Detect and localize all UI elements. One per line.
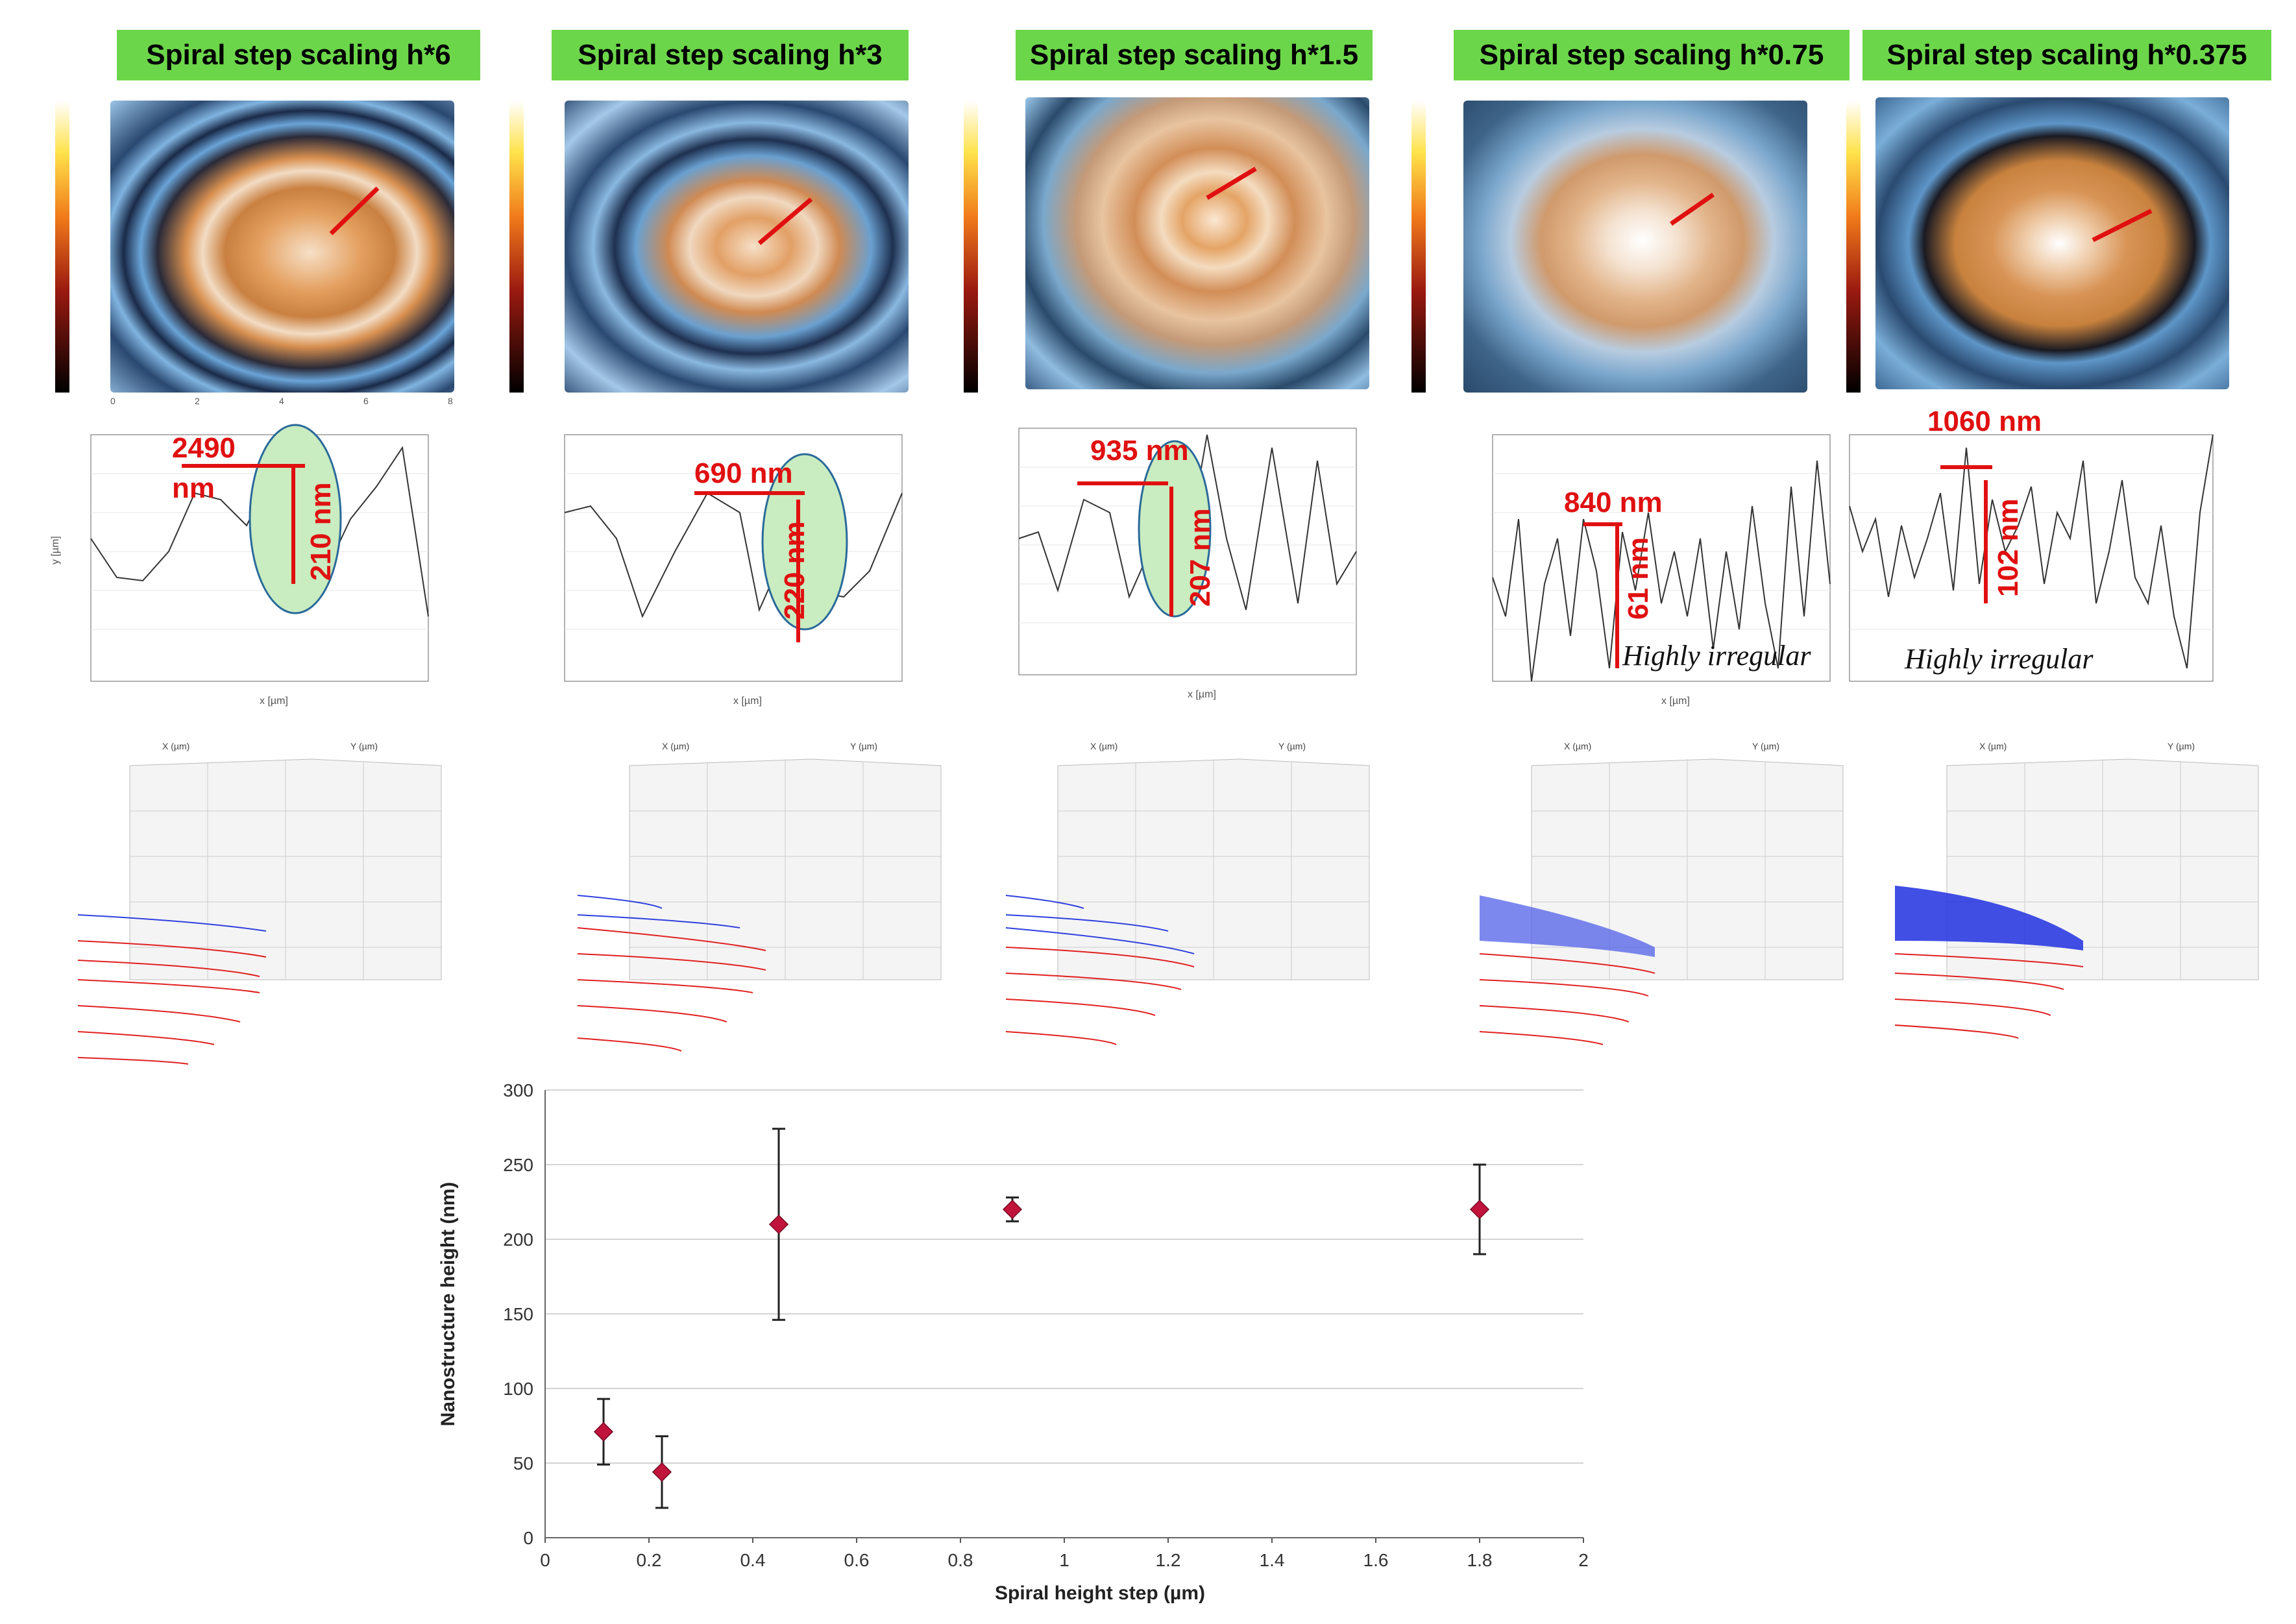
irregular-note: Highly irregular <box>1905 643 2094 675</box>
y-tick-label: 200 <box>503 1230 533 1250</box>
cube-render-3: X (µm) Y (µm) <box>1005 741 1370 1045</box>
profile-marker-line <box>2092 208 2153 243</box>
y-axis-label: Nanostructure height (nm) <box>437 1182 459 1427</box>
data-point <box>1002 1199 1023 1220</box>
color-scale-bar <box>1846 101 1861 393</box>
cube-render-2: X (µm) Y (µm) <box>577 741 942 1052</box>
cube-x-label: X (µm) <box>162 741 189 751</box>
irregular-note: Highly irregular <box>1622 640 1811 672</box>
x-tick-label: 0.8 <box>948 1550 973 1570</box>
color-scale-bar <box>55 101 69 393</box>
afm-image <box>1875 97 2229 389</box>
cube-x-label: X (µm) <box>1979 741 2007 751</box>
svg-text:6: 6 <box>363 396 369 406</box>
chart-grid <box>545 1089 1583 1538</box>
height-profile-3: x [µm] <box>1018 428 1357 700</box>
y-tick-label: 150 <box>503 1304 533 1324</box>
y-tick-label: 250 <box>503 1155 533 1175</box>
height-profile-5 <box>1849 434 2214 682</box>
panel-h6: Spiral step scaling h*6 0 2 4 6 8 <box>19 0 480 1077</box>
spacing-label: 690 nm <box>694 457 793 489</box>
cube-x-label: X (µm) <box>1090 741 1117 751</box>
y-tick-label: 0 <box>523 1528 533 1548</box>
profile-marker-line <box>329 186 380 236</box>
panel-title: Spiral step scaling h*6 <box>117 30 480 80</box>
x-tick-label: 2 <box>1578 1550 1589 1570</box>
profile-xlabel: x [µm] <box>260 696 288 707</box>
nanostructure-height-chart: 0 50 100 150 200 250 300 0 0.2 0.4 0.6 0.8 1 1.2 1.4 1.… <box>437 1080 1589 1604</box>
panel-h3: Spiral step scaling h*3 <box>500 0 909 1077</box>
height-profile-1: x [µm] y [µm] <box>50 424 429 707</box>
profile-ylabel: y [µm] <box>50 536 61 564</box>
cube-y-label: Y (µm) <box>350 741 378 751</box>
cube-y-label: Y (µm) <box>1752 741 1779 751</box>
x-tick-label: 1.4 <box>1260 1550 1285 1570</box>
y-tick-label: 100 <box>503 1379 533 1399</box>
svg-text:8: 8 <box>448 396 453 406</box>
x-tick-label: 0.4 <box>740 1550 766 1570</box>
afm-x-axis: 0 2 4 6 8 <box>110 396 453 406</box>
height-label: 61 nm <box>1622 537 1654 620</box>
x-tick-label: 1 <box>1059 1550 1069 1570</box>
x-tick-label: 0.2 <box>637 1550 662 1570</box>
panel-title: Spiral step scaling h*0.375 <box>1862 30 2271 80</box>
data-point <box>593 1422 614 1442</box>
panel-title: Spiral step scaling h*0.75 <box>1454 30 1850 80</box>
x-tick-label: 1.6 <box>1363 1550 1389 1570</box>
height-label: 102 nm <box>1992 498 2024 597</box>
chart-axes <box>544 1090 1584 1543</box>
svg-text:0: 0 <box>110 396 116 406</box>
profile-xlabel: x [µm] <box>1661 696 1690 707</box>
cube-y-label: Y (µm) <box>1278 741 1306 751</box>
profile-xlabel: x [µm] <box>733 696 762 707</box>
data-point <box>768 1214 789 1235</box>
color-scale-bar <box>1411 101 1426 393</box>
x-tick-label: 1.2 <box>1156 1550 1181 1570</box>
panel-h0-75: Spiral step scaling h*0.75 <box>1408 0 1850 1077</box>
color-scale-bar <box>964 101 978 393</box>
cube-y-label: Y (µm) <box>850 741 877 751</box>
afm-image <box>110 101 454 393</box>
height-profile-4: x [µm] <box>1492 434 1831 707</box>
cube-render-4: X (µm) Y (µm) <box>1479 741 1844 1045</box>
data-point <box>652 1462 672 1482</box>
cube-x-label: X (µm) <box>1564 741 1591 751</box>
spacing-label: 1060 nm <box>1927 406 2042 437</box>
spacing-label: 935 nm <box>1090 435 1189 467</box>
cube-render-1: X (µm) Y (µm) <box>77 741 442 1065</box>
color-scale-bar <box>509 101 524 393</box>
x-tick-label: 0 <box>540 1550 550 1570</box>
afm-image <box>565 101 909 393</box>
height-label: 207 nm <box>1184 508 1216 607</box>
profile-marker-line <box>1206 166 1257 200</box>
profile-xlabel: x [µm] <box>1188 689 1216 700</box>
data-point <box>1469 1199 1490 1220</box>
height-label: 210 nm <box>305 482 337 581</box>
chart-ticks: 0 50 100 150 200 250 300 0 0.2 0.4 0.6 0.8 1 1.2 1.4 1.… <box>503 1080 1589 1570</box>
panel-h1-5: Spiral step scaling h*1.5 <box>954 0 1373 1077</box>
profile-marker-line <box>1670 193 1715 226</box>
svg-text:4: 4 <box>279 396 284 406</box>
panel-h0-375: Spiral step scaling h*0.375 <box>1843 0 2271 1077</box>
cube-y-label: Y (µm) <box>2168 741 2195 751</box>
afm-image <box>1463 101 1807 393</box>
chart-points <box>593 1128 1490 1509</box>
panel-title: Spiral step scaling h*1.5 <box>1016 30 1373 80</box>
svg-text:2: 2 <box>195 396 200 406</box>
x-axis-label: Spiral height step (µm) <box>995 1582 1205 1604</box>
profile-marker-line <box>757 197 813 245</box>
y-tick-label: 50 <box>513 1453 533 1473</box>
height-profile-2: x [µm] <box>564 434 903 707</box>
cube-render-5: X (µm) Y (µm) <box>1894 741 2259 1039</box>
y-tick-label: 300 <box>503 1080 533 1100</box>
panel-title: Spiral step scaling h*3 <box>552 30 909 80</box>
afm-image <box>1025 97 1369 389</box>
spacing-label: 2490 nm <box>172 432 236 504</box>
height-label: 220 nm <box>779 521 811 620</box>
cube-x-label: X (µm) <box>662 741 689 751</box>
x-tick-label: 0.6 <box>844 1550 870 1570</box>
spacing-label: 840 nm <box>1564 487 1663 518</box>
x-tick-label: 1.8 <box>1467 1550 1493 1570</box>
